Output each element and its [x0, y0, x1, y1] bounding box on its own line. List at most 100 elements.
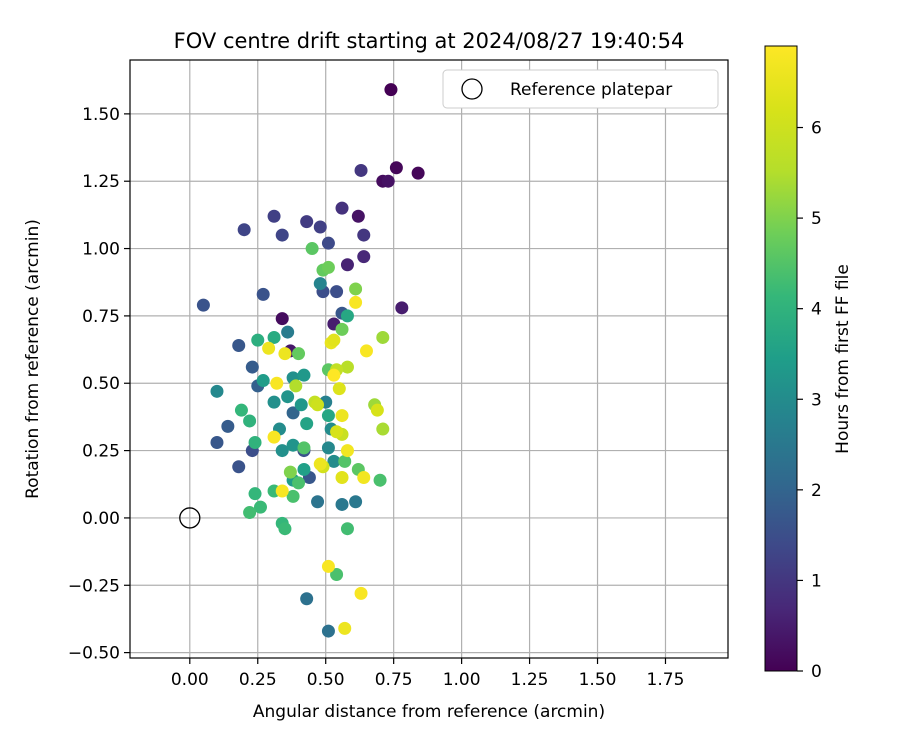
- data-point: [251, 333, 265, 347]
- data-point: [311, 495, 325, 509]
- reference-marker: [179, 507, 201, 529]
- data-point: [338, 454, 352, 468]
- y-tick-label: 0.00: [82, 509, 120, 529]
- data-point: [248, 487, 262, 501]
- data-point: [335, 201, 349, 215]
- legend-label: Reference platepar: [510, 80, 672, 100]
- data-point: [281, 325, 295, 339]
- legend-marker-icon: [461, 78, 483, 100]
- data-point: [267, 209, 281, 223]
- grid-lines: [130, 60, 728, 658]
- data-point: [270, 376, 284, 390]
- data-point: [349, 295, 363, 309]
- data-point: [210, 384, 224, 398]
- plot-frame: [129, 59, 729, 659]
- data-point: [330, 285, 344, 299]
- data-point: [196, 298, 210, 312]
- data-point: [321, 409, 335, 423]
- x-tick-label: 1.50: [579, 670, 617, 690]
- data-point: [357, 471, 371, 485]
- reference-point: [179, 507, 201, 529]
- data-point: [221, 419, 235, 433]
- x-tick-label: 0.25: [239, 670, 277, 690]
- data-point: [411, 166, 425, 180]
- legend: Reference platepar: [442, 69, 719, 109]
- data-point: [354, 163, 368, 177]
- y-axis-ticks: −0.50 −0.25 0.00 0.25 0.50 0.75 1.00 1.25 1.50: [68, 105, 130, 664]
- data-point: [267, 395, 281, 409]
- data-point: [321, 236, 335, 250]
- y-axis-label: Rotation from reference (arcmin): [23, 219, 43, 499]
- data-point: [275, 484, 289, 498]
- colorbar-tick-label: 6: [811, 119, 822, 139]
- data-point: [321, 559, 335, 573]
- y-tick-label: 1.25: [82, 172, 120, 192]
- data-point: [370, 403, 384, 417]
- data-point: [278, 522, 292, 536]
- data-point: [289, 379, 303, 393]
- data-point: [300, 215, 314, 229]
- data-point: [338, 621, 352, 635]
- data-point: [395, 301, 409, 315]
- x-tick-label: 1.75: [647, 670, 685, 690]
- data-point: [313, 457, 327, 471]
- data-point: [267, 430, 281, 444]
- data-point: [335, 471, 349, 485]
- data-point: [248, 436, 262, 450]
- data-point: [335, 322, 349, 336]
- data-point: [349, 495, 363, 509]
- data-point: [327, 368, 341, 382]
- data-point: [330, 567, 344, 581]
- data-point: [311, 398, 325, 412]
- data-point: [300, 592, 314, 606]
- x-axis-ticks: 0.00 0.25 0.50 0.75 1.00 1.25 1.50 1.75: [171, 658, 685, 690]
- data-point: [389, 161, 403, 175]
- data-point: [313, 220, 327, 234]
- data-point: [340, 309, 354, 323]
- x-tick-label: 0.50: [307, 670, 345, 690]
- x-tick-label: 0.75: [375, 670, 413, 690]
- y-tick-label: 0.75: [82, 307, 120, 327]
- data-point: [286, 406, 300, 420]
- y-tick-label: 1.00: [82, 240, 120, 260]
- data-point: [292, 476, 306, 490]
- data-point: [340, 258, 354, 272]
- data-point: [243, 414, 257, 428]
- data-point: [286, 489, 300, 503]
- data-point: [359, 344, 373, 358]
- data-point: [275, 228, 289, 242]
- data-point: [278, 347, 292, 361]
- data-point: [297, 462, 311, 476]
- data-point: [349, 282, 363, 296]
- x-axis-label: Angular distance from reference (arcmin): [253, 702, 605, 722]
- data-point: [253, 500, 267, 514]
- data-point: [381, 174, 395, 188]
- data-point: [321, 441, 335, 455]
- data-point: [373, 473, 387, 487]
- data-point: [275, 444, 289, 458]
- data-point: [275, 312, 289, 326]
- data-point: [297, 441, 311, 455]
- colorbar-gradient: [764, 45, 798, 672]
- colorbar-ticks: 0 1 2 3 4 5 6: [797, 119, 822, 682]
- data-point: [351, 209, 365, 223]
- data-point: [327, 454, 341, 468]
- data-point: [232, 339, 246, 353]
- data-points: [196, 83, 425, 638]
- data-point: [234, 403, 248, 417]
- data-point: [330, 425, 344, 439]
- data-point: [292, 347, 306, 361]
- data-point: [335, 497, 349, 511]
- y-tick-label: 0.50: [82, 374, 120, 394]
- colorbar-tick-label: 5: [811, 209, 822, 229]
- data-point: [281, 390, 295, 404]
- x-tick-label: 0.00: [171, 670, 209, 690]
- data-point: [294, 398, 308, 412]
- data-point: [340, 522, 354, 536]
- data-point: [210, 436, 224, 450]
- data-point: [327, 333, 341, 347]
- data-point: [243, 506, 257, 520]
- colorbar-tick-label: 2: [811, 481, 822, 501]
- chart-title: FOV centre drift starting at 2024/08/27 …: [174, 29, 685, 53]
